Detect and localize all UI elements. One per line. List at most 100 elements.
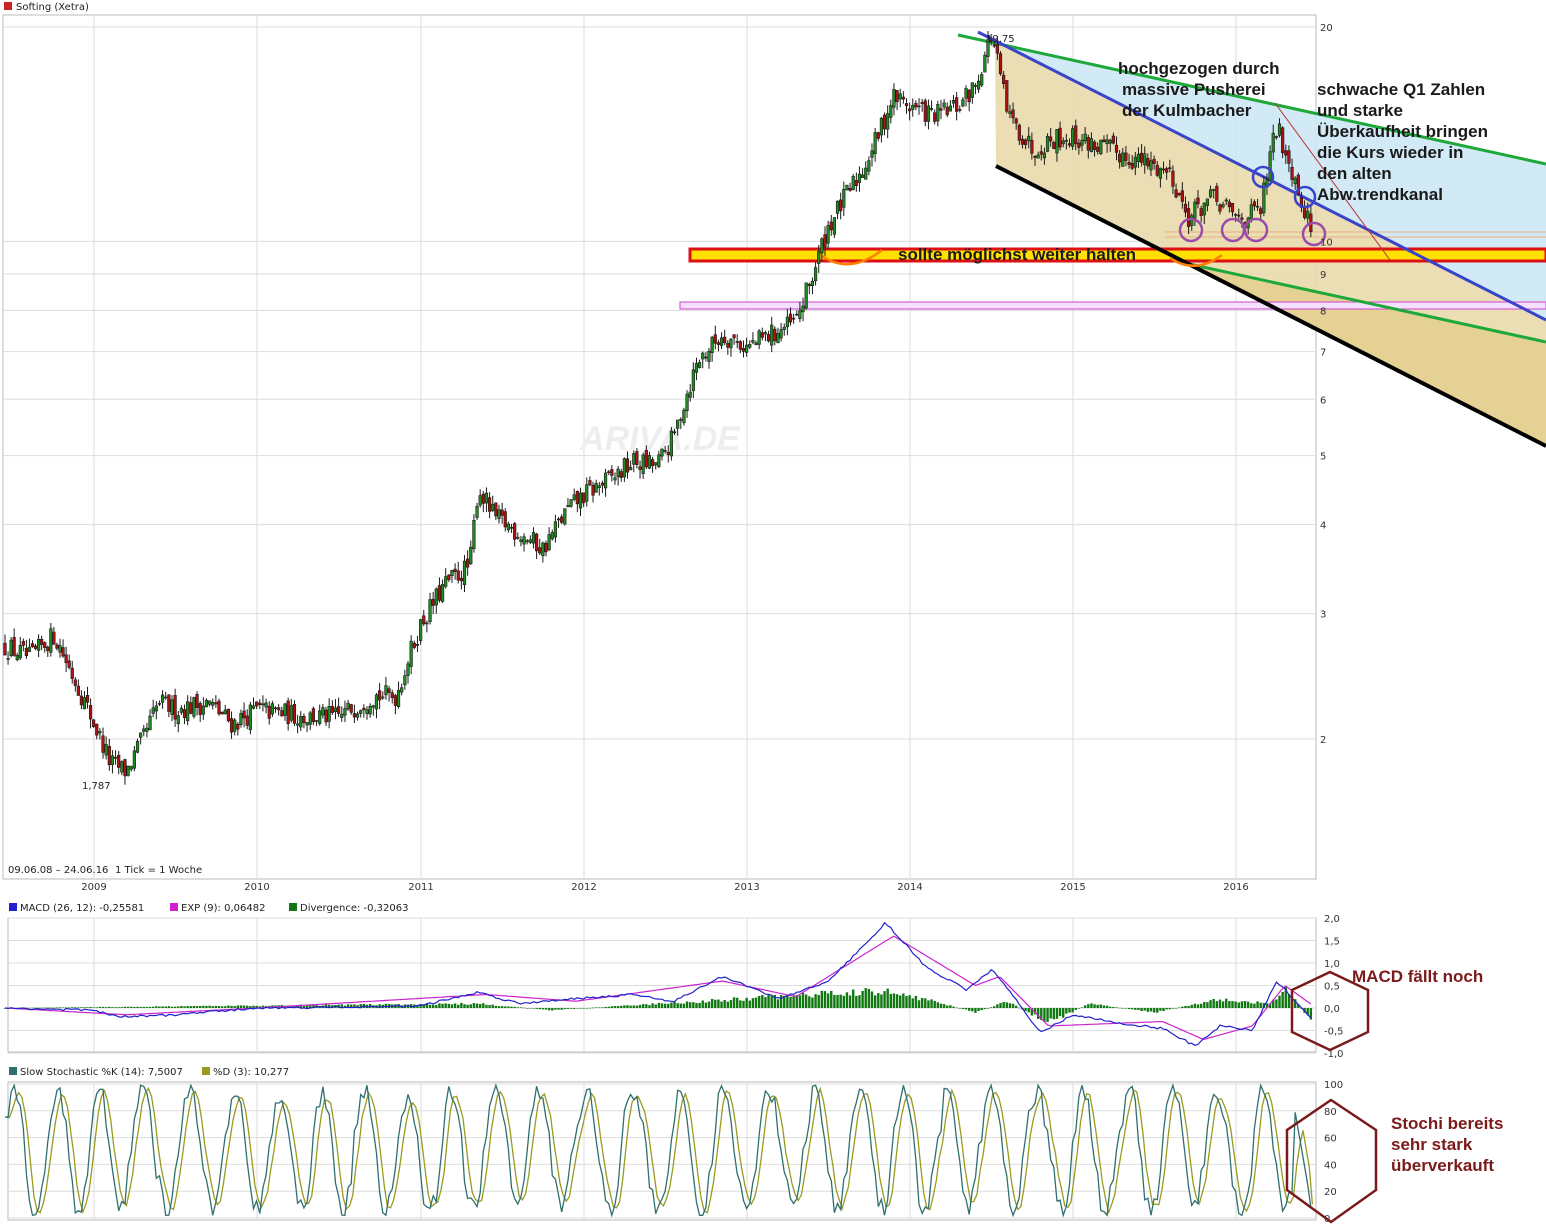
divergence-bar (86, 1007, 89, 1008)
divergence-bar (1040, 1008, 1043, 1021)
divergence-bar (714, 999, 717, 1008)
candle-body (550, 532, 554, 540)
candle-body (901, 96, 905, 100)
divergence-bar (839, 994, 842, 1008)
candle-body (933, 112, 937, 122)
divergence-bar (158, 1006, 161, 1008)
candle-body (1227, 201, 1231, 208)
candle-body (1277, 123, 1282, 136)
candle-body (704, 356, 708, 359)
divergence-bar (136, 1006, 139, 1008)
candle-body (135, 740, 140, 753)
divergence-bar (214, 1005, 218, 1008)
divergence-bar (526, 1008, 529, 1009)
stochastic-hexagon-marker (1285, 1098, 1378, 1224)
divergence-bar (1259, 1002, 1262, 1008)
candle-body (170, 699, 174, 715)
divergence-bar (914, 995, 918, 1008)
divergence-bar (1102, 1005, 1106, 1008)
divergence-bar (616, 1005, 620, 1008)
divergence-bar (189, 1006, 192, 1008)
divergence-bar (208, 1005, 211, 1008)
candle-body (1171, 170, 1175, 187)
candle-body (585, 484, 589, 502)
macd-panel: MACD (26, 12): -0,25581 EXP (9): 0,06482… (3, 903, 1483, 1060)
divergence-bar (1134, 1008, 1137, 1010)
divergence-bar (170, 1006, 174, 1008)
candle-body (251, 705, 256, 709)
candle-body (1096, 146, 1100, 152)
candle-body (898, 93, 902, 100)
price-tick-label: 9 (1320, 270, 1326, 281)
divergence-bar (510, 1006, 513, 1008)
candle-body (851, 176, 855, 191)
candle-body (1199, 208, 1203, 216)
divergence-bar (202, 1005, 205, 1008)
divergence-bar (620, 1005, 623, 1008)
divergence-bar (1246, 1001, 1250, 1008)
candle-body (472, 519, 476, 550)
divergence-bar (971, 1008, 974, 1012)
divergence-bar (1159, 1008, 1162, 1011)
candle-body (544, 542, 548, 553)
divergence-bar (902, 993, 905, 1008)
candle-body (679, 419, 683, 421)
candle-body (1271, 132, 1275, 153)
candle-body (270, 703, 274, 715)
divergence-bar (789, 996, 792, 1008)
macd-tick-label: -1,0 (1324, 1049, 1344, 1060)
candle-body (666, 451, 670, 455)
divergence-bar (1168, 1008, 1171, 1010)
divergence-bar (299, 1004, 302, 1008)
candle-body (792, 317, 796, 320)
divergence-bar (770, 996, 773, 1008)
candle-body (1089, 138, 1094, 152)
candle-body (179, 707, 183, 713)
macd-tick-label: -0,5 (1324, 1027, 1344, 1038)
macd-legend: MACD (26, 12): -0,25581 (20, 903, 144, 914)
stoch-d-legend-marker-icon (202, 1067, 210, 1075)
yellow-support-band (688, 247, 1546, 263)
candle-body (857, 173, 862, 183)
candle-body (710, 336, 714, 353)
candle-body (920, 102, 924, 105)
stoch-k-legend: Slow Stochastic %K (14): 7,5007 (20, 1067, 183, 1078)
candle-body (1152, 159, 1156, 164)
candle-body (647, 455, 652, 469)
signal-circle (1243, 217, 1269, 243)
divergence-bar (924, 998, 927, 1008)
divergence-bar (49, 1007, 53, 1009)
candle-body (139, 732, 143, 738)
divergence-bar (613, 1006, 617, 1008)
divergence-bar (475, 1003, 479, 1008)
candle-body (113, 756, 118, 759)
divergence-bar (1052, 1008, 1056, 1020)
candle-body (217, 700, 221, 715)
candle-body (302, 715, 306, 724)
candle-body (1168, 167, 1172, 169)
candle-body (145, 727, 149, 732)
candle-body (813, 267, 818, 282)
divergence-bar (986, 1008, 990, 1009)
stochastic-d-line (6, 1086, 1314, 1215)
divergence-bar (632, 1005, 635, 1008)
candle-body (233, 719, 237, 732)
divergence-bar (927, 1000, 930, 1008)
candle-body (820, 238, 824, 254)
candle-body (157, 703, 162, 705)
divergence-bar (177, 1006, 180, 1008)
macd-legend-marker-icon (9, 903, 17, 911)
candle-body (1155, 164, 1159, 176)
candle-body (314, 720, 319, 722)
candle-body (629, 466, 633, 471)
divergence-bar (670, 1002, 673, 1008)
divergence-bar (130, 1006, 133, 1008)
divergence-bar (1199, 1003, 1203, 1008)
stochastic-tick-label: 20 (1324, 1187, 1337, 1198)
blue-channel-fill (995, 42, 1546, 320)
divergence-bar (673, 1001, 676, 1008)
divergence-bar (133, 1006, 136, 1008)
divergence-bar (955, 1007, 958, 1009)
divergence-bar (895, 994, 899, 1008)
